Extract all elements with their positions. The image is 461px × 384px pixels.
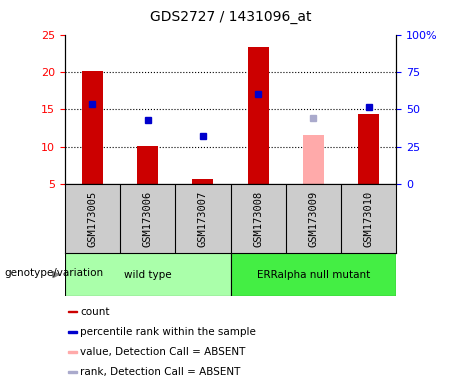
- Text: GSM173009: GSM173009: [308, 191, 319, 247]
- Bar: [358, 114, 379, 184]
- Text: count: count: [80, 306, 110, 317]
- Bar: [230, 253, 396, 296]
- Bar: [68, 351, 77, 353]
- Bar: [68, 371, 77, 373]
- Bar: [65, 253, 230, 296]
- Text: GSM173007: GSM173007: [198, 191, 208, 247]
- Bar: [192, 179, 213, 184]
- Text: GSM173010: GSM173010: [364, 191, 374, 247]
- Text: GSM173005: GSM173005: [87, 191, 97, 247]
- Text: wild type: wild type: [124, 270, 171, 280]
- Text: rank, Detection Call = ABSENT: rank, Detection Call = ABSENT: [80, 367, 241, 377]
- Text: GSM173006: GSM173006: [142, 191, 153, 247]
- Bar: [303, 135, 324, 184]
- Text: GSM173008: GSM173008: [253, 191, 263, 247]
- Text: ERRalpha null mutant: ERRalpha null mutant: [257, 270, 370, 280]
- Bar: [82, 71, 103, 184]
- Text: value, Detection Call = ABSENT: value, Detection Call = ABSENT: [80, 347, 246, 357]
- Text: genotype/variation: genotype/variation: [5, 268, 104, 278]
- Text: percentile rank within the sample: percentile rank within the sample: [80, 327, 256, 337]
- Bar: [68, 331, 77, 333]
- Text: GDS2727 / 1431096_at: GDS2727 / 1431096_at: [150, 10, 311, 24]
- Bar: [248, 46, 269, 184]
- Bar: [137, 146, 158, 184]
- Bar: [68, 311, 77, 312]
